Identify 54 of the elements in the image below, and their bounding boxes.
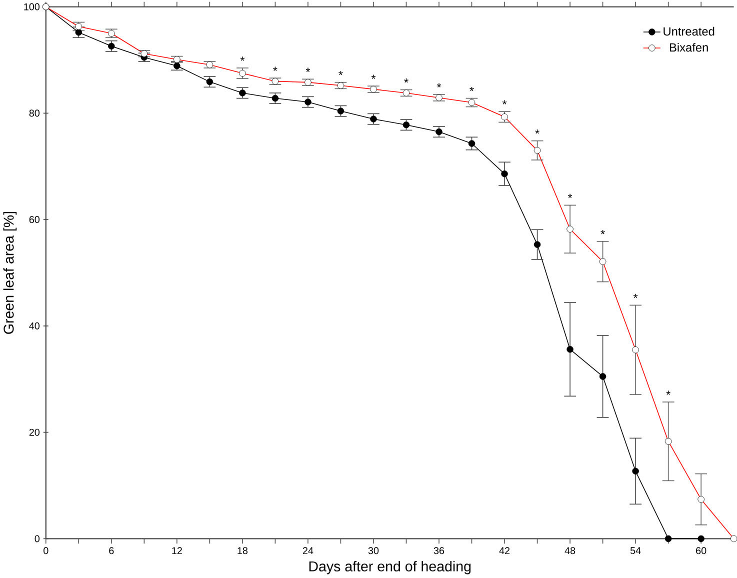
point: [174, 62, 180, 70]
annotation: *: [568, 194, 572, 198]
annotation: *: [600, 230, 605, 234]
point: [402, 122, 410, 128]
annotation: *: [338, 71, 343, 76]
x-tick-label: 12: [172, 547, 182, 554]
point: [75, 29, 82, 36]
y-tick-label: 20: [29, 429, 40, 436]
annotation: *: [240, 56, 245, 62]
point: [468, 140, 476, 148]
point: [206, 78, 214, 86]
point: [664, 536, 672, 542]
y-tick-label: 80: [29, 110, 40, 117]
x-tick-label: 30: [368, 547, 379, 554]
y-axis-title: Green leaf area [%]: [3, 212, 17, 334]
point: [337, 108, 344, 115]
annotation: *: [666, 390, 670, 396]
y-tick-label: 0: [34, 535, 40, 542]
x-tick-label: 0: [44, 547, 48, 554]
annotation: *: [633, 294, 638, 298]
point: [566, 346, 574, 353]
y-tick-label: 60: [29, 216, 40, 224]
x-tick-label: 42: [499, 547, 510, 554]
legend-label: Untreated: [664, 27, 714, 36]
point: [501, 170, 508, 178]
y-tick-label: 40: [29, 322, 40, 330]
x-tick-label: 6: [109, 547, 114, 554]
x-tick-label: 54: [630, 547, 641, 554]
point: [108, 43, 115, 50]
x-tick-label: 60: [696, 547, 706, 554]
annotation: *: [502, 100, 507, 105]
annotation: *: [535, 130, 540, 134]
point: [632, 468, 639, 475]
point: [370, 116, 377, 123]
annotation: *: [306, 68, 310, 72]
x-tick-label: 24: [302, 547, 314, 554]
point: [599, 373, 606, 380]
point: [436, 128, 442, 136]
annotation: *: [371, 74, 376, 80]
point: [534, 241, 541, 248]
annotation: *: [273, 66, 278, 72]
x-tick-label: 48: [564, 547, 576, 554]
point: [239, 90, 246, 97]
annotation: *: [470, 87, 474, 92]
annotation: *: [436, 83, 442, 88]
x-tick-label: 18: [238, 547, 248, 554]
point: [304, 98, 312, 106]
y-tick-label: 100: [24, 4, 40, 11]
annotation: *: [404, 78, 408, 83]
x-axis-title: Days after end of heading: [309, 561, 471, 574]
point: [698, 536, 704, 542]
point: [272, 95, 279, 102]
legend-label: Bixafen: [670, 43, 708, 52]
x-tick-label: 36: [434, 547, 444, 554]
